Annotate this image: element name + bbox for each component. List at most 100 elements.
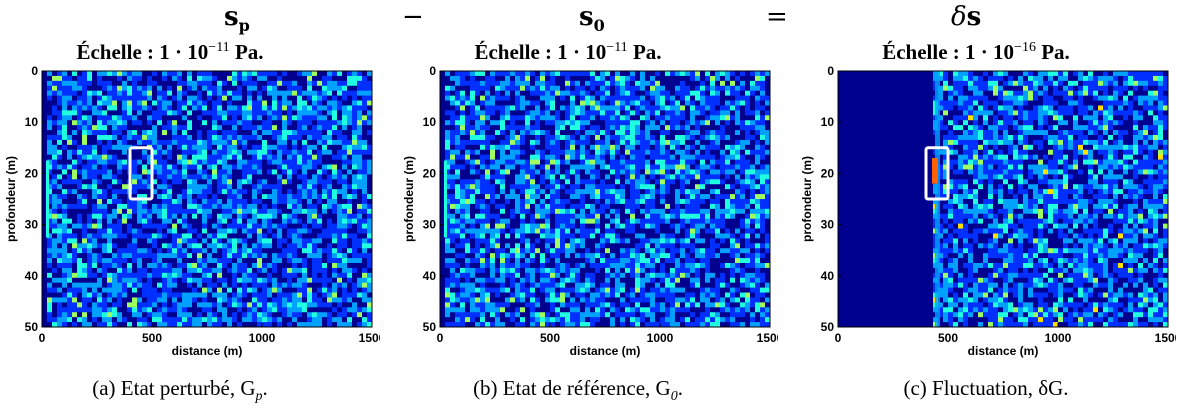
heatmap-cell <box>530 253 536 259</box>
heatmap-cell <box>62 287 68 293</box>
heatmap-cell <box>57 272 63 279</box>
heatmap-cell <box>480 282 486 288</box>
heatmap-cell <box>152 317 158 323</box>
heatmap-cell <box>67 223 73 229</box>
heatmap-cell <box>237 120 243 126</box>
heatmap-cell <box>137 184 143 190</box>
heatmap-cell <box>157 218 163 224</box>
heatmap-cell <box>287 213 293 219</box>
heatmap-cell <box>470 297 476 303</box>
heatmap-cell <box>520 213 526 219</box>
heatmap-cell <box>157 312 163 318</box>
heatmap-cell <box>505 110 511 116</box>
heatmap-cell <box>575 208 581 215</box>
heatmap-cell <box>122 233 128 239</box>
heatmap-cell <box>47 307 53 313</box>
heatmap-cell <box>510 130 516 136</box>
heatmap-cell <box>475 238 481 244</box>
heatmap-cell <box>222 110 228 116</box>
heatmap-cell <box>122 208 128 215</box>
heatmap-cell <box>192 233 198 239</box>
heatmap-cell <box>550 253 556 259</box>
heatmap-cell <box>152 125 158 131</box>
heatmap-cell <box>500 233 506 239</box>
heatmap-cell <box>272 135 278 141</box>
heatmap-cell <box>510 253 516 259</box>
heatmap-cell <box>525 208 531 215</box>
heatmap-cell <box>217 223 223 229</box>
heatmap-cell <box>107 90 113 96</box>
heatmap-cell <box>470 110 476 116</box>
heatmap-cell <box>505 292 511 298</box>
heatmap-cell <box>192 71 198 77</box>
heatmap-cell <box>267 159 273 165</box>
heatmap-cell <box>312 233 318 239</box>
heatmap-cell <box>247 238 253 244</box>
heatmap-cell <box>227 248 233 254</box>
heatmap-cell <box>327 135 333 141</box>
heatmap-cell <box>292 179 298 185</box>
heatmap-cell <box>227 302 233 308</box>
heatmap-cell <box>317 272 323 279</box>
heatmap-cell <box>157 238 163 244</box>
heatmap-cell <box>460 184 466 190</box>
heatmap-cell <box>77 223 83 229</box>
heatmap-cell <box>342 307 348 313</box>
heatmap-cell <box>72 307 78 313</box>
heatmap-cell <box>272 292 278 298</box>
heatmap-cell <box>122 267 128 274</box>
heatmap-cell <box>162 159 168 165</box>
heatmap-cell <box>357 267 363 274</box>
heatmap-cell <box>62 203 68 210</box>
heatmap-cell <box>257 125 263 131</box>
heatmap-cell <box>347 144 353 151</box>
heatmap-cell <box>545 174 551 180</box>
y-tick-label: 30 <box>25 218 39 232</box>
heatmap-cell <box>535 174 541 180</box>
heatmap-cell <box>520 199 526 205</box>
heatmap-cell <box>62 85 68 91</box>
heatmap-cell <box>580 282 586 288</box>
heatmap-cell <box>112 307 118 313</box>
heatmap-cell <box>102 317 108 323</box>
heatmap-cell <box>530 154 536 160</box>
heatmap-cell <box>535 243 541 249</box>
heatmap-cell <box>367 277 373 283</box>
heatmap-cell <box>520 282 526 288</box>
heatmap-cell <box>122 115 128 121</box>
heatmap-cell <box>132 120 138 126</box>
heatmap-cell <box>480 253 486 259</box>
heatmap-cell <box>152 85 158 91</box>
heatmap-cell <box>142 130 148 136</box>
heatmap-cell <box>57 243 63 249</box>
heatmap-cell <box>132 208 138 215</box>
heatmap-cell <box>147 100 153 106</box>
heatmap-cell <box>87 179 93 185</box>
heatmap-cell <box>367 110 373 116</box>
heatmap-cell <box>307 208 313 215</box>
heatmap-cell <box>192 317 198 323</box>
heatmap-cell <box>460 154 466 160</box>
heatmap-cell <box>242 307 248 313</box>
heatmap-cell <box>322 179 328 185</box>
heatmap-cell <box>82 277 88 283</box>
heatmap-cell <box>480 213 486 219</box>
heatmap-cell <box>535 238 541 244</box>
heatmap-cell <box>545 317 551 323</box>
heatmap-cell <box>445 312 451 318</box>
heatmap-cell <box>520 95 526 101</box>
heatmap-cell <box>367 322 373 328</box>
heatmap-cell <box>77 277 83 283</box>
heatmap-cell <box>192 100 198 106</box>
heatmap-cell <box>555 199 561 205</box>
heatmap-cell <box>515 267 521 274</box>
heatmap-cell <box>272 75 278 82</box>
heatmap-cell <box>72 223 78 229</box>
heatmap-cell <box>132 159 138 165</box>
heatmap-cell <box>550 110 556 116</box>
heatmap-cell <box>460 130 466 136</box>
heatmap-cell <box>560 105 566 111</box>
heatmap-cell <box>87 154 93 160</box>
heatmap-cell <box>82 253 88 259</box>
